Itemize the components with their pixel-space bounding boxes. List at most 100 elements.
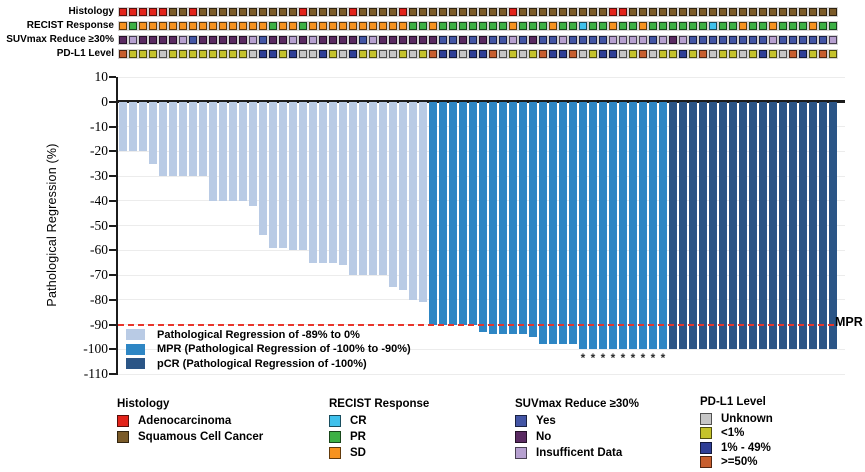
recist-cell xyxy=(449,22,457,30)
suvmax-cell xyxy=(419,36,427,44)
legend-item: SD xyxy=(329,446,429,459)
pdl1-cell xyxy=(759,50,767,58)
histology-cell xyxy=(349,8,357,16)
histology-cell xyxy=(759,8,767,16)
histology-cell xyxy=(269,8,277,16)
pdl1-cell xyxy=(669,50,677,58)
pdl1-cell xyxy=(589,50,597,58)
y-tick-label: 0 xyxy=(101,93,108,109)
bar-mpr xyxy=(439,101,447,325)
bar-mpr xyxy=(529,101,537,337)
legend-group: RECIST Response CR PR SD xyxy=(329,398,429,462)
y-tick-mark xyxy=(109,274,116,276)
suvmax-cell xyxy=(209,36,217,44)
legend-item: <1% xyxy=(700,427,773,440)
bar-pcr xyxy=(729,101,737,350)
asterisk: * xyxy=(630,351,636,366)
suvmax-cell xyxy=(129,36,137,44)
mpr-threshold-line xyxy=(118,323,834,326)
suvmax-cell xyxy=(439,36,447,44)
histology-cell xyxy=(479,8,487,16)
pdl1-cell xyxy=(719,50,727,58)
histology-cell xyxy=(679,8,687,16)
suvmax-cell xyxy=(449,36,457,44)
pdl1-cell xyxy=(699,50,707,58)
histology-cell xyxy=(619,8,627,16)
pdl1-cell xyxy=(679,50,687,58)
bar-pr xyxy=(359,101,367,275)
pdl1-cell xyxy=(189,50,197,58)
suvmax-cell xyxy=(489,36,497,44)
bar-legend-label: MPR (Pathological Regression of -100% to… xyxy=(157,343,411,355)
histology-cell xyxy=(239,8,247,16)
track-row-histology: Histology xyxy=(0,7,839,17)
y-tick-mark xyxy=(109,298,116,301)
histology-cell xyxy=(469,8,477,16)
suvmax-cell xyxy=(199,36,207,44)
recist-cell xyxy=(329,22,337,30)
plot-area: * * * * * * * * * Pathological Regression of -89… xyxy=(118,76,845,375)
asterisk: * xyxy=(640,351,646,366)
recist-cell xyxy=(549,22,557,30)
histology-cell xyxy=(219,8,227,16)
pdl1-cell xyxy=(499,50,507,58)
suvmax-cell xyxy=(739,36,747,44)
recist-cell xyxy=(589,22,597,30)
pdl1-cell xyxy=(269,50,277,58)
legend-swatch xyxy=(700,427,712,439)
bar-pr xyxy=(279,101,287,248)
recist-cell xyxy=(559,22,567,30)
suvmax-cell xyxy=(369,36,377,44)
pdl1-cell xyxy=(389,50,397,58)
recist-cell xyxy=(789,22,797,30)
bar-mpr xyxy=(489,101,497,335)
legend-item: Insufficent Data xyxy=(515,446,639,459)
histology-cell xyxy=(419,8,427,16)
recist-cell xyxy=(169,22,177,30)
recist-cell xyxy=(149,22,157,30)
bar-pr xyxy=(119,101,127,152)
y-tick-mark xyxy=(109,348,116,351)
histology-cell xyxy=(229,8,237,16)
asterisk: * xyxy=(580,351,586,366)
recist-cell xyxy=(729,22,737,30)
legend-item: Unknown xyxy=(700,412,773,425)
legend-item: Adenocarcinoma xyxy=(117,414,263,427)
bar-pcr xyxy=(719,101,727,350)
bar-pr xyxy=(129,101,137,152)
pdl1-cell xyxy=(239,50,247,58)
y-tick-label: -50 xyxy=(90,217,108,233)
suvmax-cell xyxy=(399,36,407,44)
legend-label: Adenocarcinoma xyxy=(138,414,232,427)
bar-pr xyxy=(369,101,377,275)
recist-cell xyxy=(829,22,837,30)
legend-swatch xyxy=(329,446,341,459)
legend-swatch xyxy=(329,430,341,443)
pdl1-cell xyxy=(249,50,257,58)
histology-cell xyxy=(799,8,807,16)
recist-cell xyxy=(619,22,627,30)
suvmax-cell xyxy=(529,36,537,44)
bar-mpr xyxy=(499,101,507,335)
suvmax-cell xyxy=(269,36,277,44)
track-cells-suvmax xyxy=(119,36,839,44)
recist-cell xyxy=(429,22,437,30)
suvmax-cell xyxy=(569,36,577,44)
histology-cell xyxy=(379,8,387,16)
bar-pr xyxy=(299,101,307,251)
bar-pcr xyxy=(769,101,777,350)
pdl1-cell xyxy=(809,50,817,58)
bar-pr xyxy=(349,101,357,275)
recist-cell xyxy=(279,22,287,30)
pdl1-cell xyxy=(479,50,487,58)
bar-mpr xyxy=(579,101,587,350)
pdl1-cell xyxy=(459,50,467,58)
y-tick-mark xyxy=(109,150,116,153)
y-axis-line xyxy=(116,77,118,375)
y-tick-mark xyxy=(109,249,116,252)
suvmax-cell xyxy=(749,36,757,44)
histology-cell xyxy=(329,8,337,16)
suvmax-cell xyxy=(519,36,527,44)
suvmax-cell xyxy=(779,36,787,44)
